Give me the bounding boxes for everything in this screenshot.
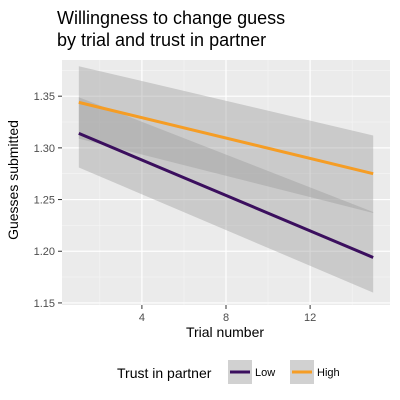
axes: 4 8 12 1.15 1.20 1.25 1.30 1.35 [34, 91, 317, 324]
y-tick-label: 1.20 [34, 246, 55, 258]
legend-label-low: Low [255, 367, 275, 379]
y-tick-label: 1.35 [34, 91, 55, 103]
x-axis-title: Trial number [186, 324, 264, 340]
trend-line-low [78, 132, 374, 259]
trend-lines [78, 100, 374, 259]
chart-title-line-2: by trial and trust in partner [57, 30, 266, 50]
legend-label-high: High [317, 367, 340, 379]
trend-line-high [78, 100, 374, 176]
x-tick-label: 12 [304, 312, 316, 324]
legend-title: Trust in partner [117, 365, 212, 381]
confidence-band-high [78, 66, 374, 213]
legend-item-high: High [290, 360, 340, 384]
legend: Trust in partner Low High [117, 360, 340, 384]
x-tick-label: 4 [139, 312, 145, 324]
grid-lines [62, 60, 390, 305]
y-tick-label: 1.15 [34, 298, 55, 310]
legend-item-low: Low [228, 360, 275, 384]
y-axis-title: Guesses submitted [5, 120, 21, 240]
y-tick-label: 1.30 [34, 143, 55, 155]
y-tick-label: 1.25 [34, 195, 55, 207]
chart-title-line-1: Willingness to change guess [57, 8, 285, 28]
x-tick-label: 8 [223, 312, 229, 324]
